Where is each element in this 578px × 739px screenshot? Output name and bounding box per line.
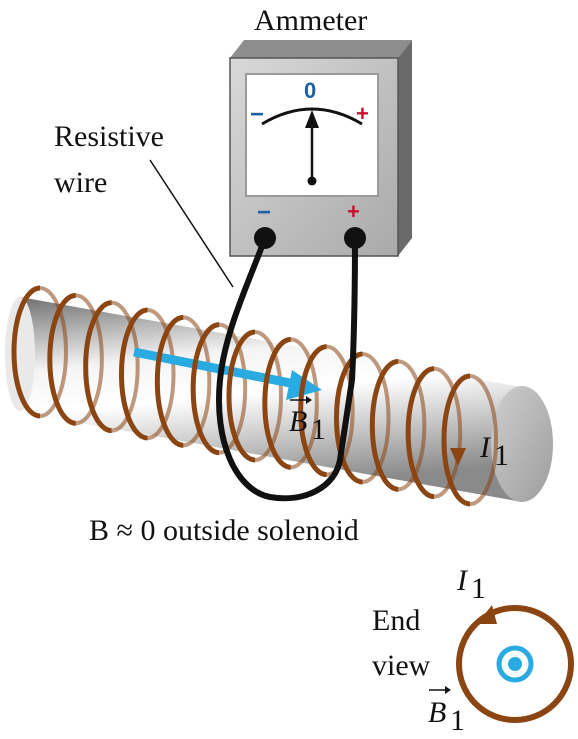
coil-turn-back xyxy=(147,308,176,440)
coil-turn-front xyxy=(83,300,112,434)
ammeter-top-face xyxy=(230,40,412,58)
end-view-coil xyxy=(456,605,574,723)
solenoid-end-face xyxy=(491,386,553,502)
coil-turn-back xyxy=(362,352,391,484)
coil-turn-back xyxy=(75,293,104,426)
coil-turn-back xyxy=(183,315,212,448)
ammeter-terminal-minus-label: − xyxy=(257,199,271,226)
solenoid-left-end xyxy=(5,297,35,411)
end-view-label-line2: view xyxy=(372,649,431,682)
end-view-label-line1: End xyxy=(372,604,420,637)
ammeter-terminal-plus-label: + xyxy=(347,199,360,224)
b-field-symbol: B xyxy=(289,405,307,438)
end-view-b-symbol: B xyxy=(428,696,446,729)
b-field-label: B 1 xyxy=(289,396,326,446)
end-view-current-symbol: I xyxy=(456,564,469,597)
ammeter: 0 − + − + xyxy=(229,40,412,257)
coil-turn-front xyxy=(369,358,399,492)
current-subscript: 1 xyxy=(494,439,509,472)
ammeter-scale-arc xyxy=(261,107,363,126)
coil-turn-back xyxy=(433,366,463,499)
ammeter-scale-plus: + xyxy=(356,101,369,126)
coil-turn-front xyxy=(154,314,184,448)
current-symbol: I xyxy=(479,431,492,464)
coil-front-turns xyxy=(11,285,471,507)
ammeter-needle-pivot xyxy=(307,176,317,186)
b-field-subscript: 1 xyxy=(311,413,326,446)
end-view-current-subscript: 1 xyxy=(471,572,486,605)
coil-turn-front xyxy=(226,329,256,463)
resistive-wire-pointer xyxy=(149,159,234,288)
coil-turn-back xyxy=(398,359,427,492)
coil-turn-front xyxy=(405,366,435,500)
coil-turn-front xyxy=(119,307,148,441)
coil-turn-front xyxy=(298,344,327,478)
coil-turn-back xyxy=(254,330,283,462)
ammeter-title: Ammeter xyxy=(254,4,367,37)
coil-turn-back xyxy=(39,286,68,418)
end-view: End view I 1 B 1 xyxy=(372,564,574,737)
ammeter-scale-zero: 0 xyxy=(304,78,316,103)
coil-turn-front xyxy=(190,322,220,456)
ammeter-needle-tip-icon xyxy=(305,110,319,128)
coil-turn-back xyxy=(111,300,140,433)
end-view-current-arrow-icon xyxy=(477,605,497,624)
current-direction-arrow-icon xyxy=(450,448,466,466)
out-of-page-dot-center xyxy=(508,657,522,671)
end-view-b-vector-tip xyxy=(445,686,451,694)
ammeter-side-face xyxy=(398,40,412,256)
solenoid-cylinder-body xyxy=(13,297,522,502)
resistive-wire-label-line2: wire xyxy=(54,166,107,199)
coil-turn-back xyxy=(469,374,498,506)
coil-turn-front xyxy=(47,292,77,426)
b-field-vector-tip xyxy=(306,396,312,404)
coil-turn-back xyxy=(290,337,319,470)
outside-field-caption: B ≈ 0 outside solenoid xyxy=(89,514,359,547)
resistive-wire-loop xyxy=(216,236,358,502)
resistive-wire-label-line1: Resistive xyxy=(54,120,164,153)
end-view-b-subscript: 1 xyxy=(450,704,465,737)
coil-turn-front xyxy=(11,285,41,419)
coil-turn-front xyxy=(262,336,292,470)
ammeter-scale-minus: − xyxy=(250,101,264,128)
coil-turn-front xyxy=(441,373,471,507)
